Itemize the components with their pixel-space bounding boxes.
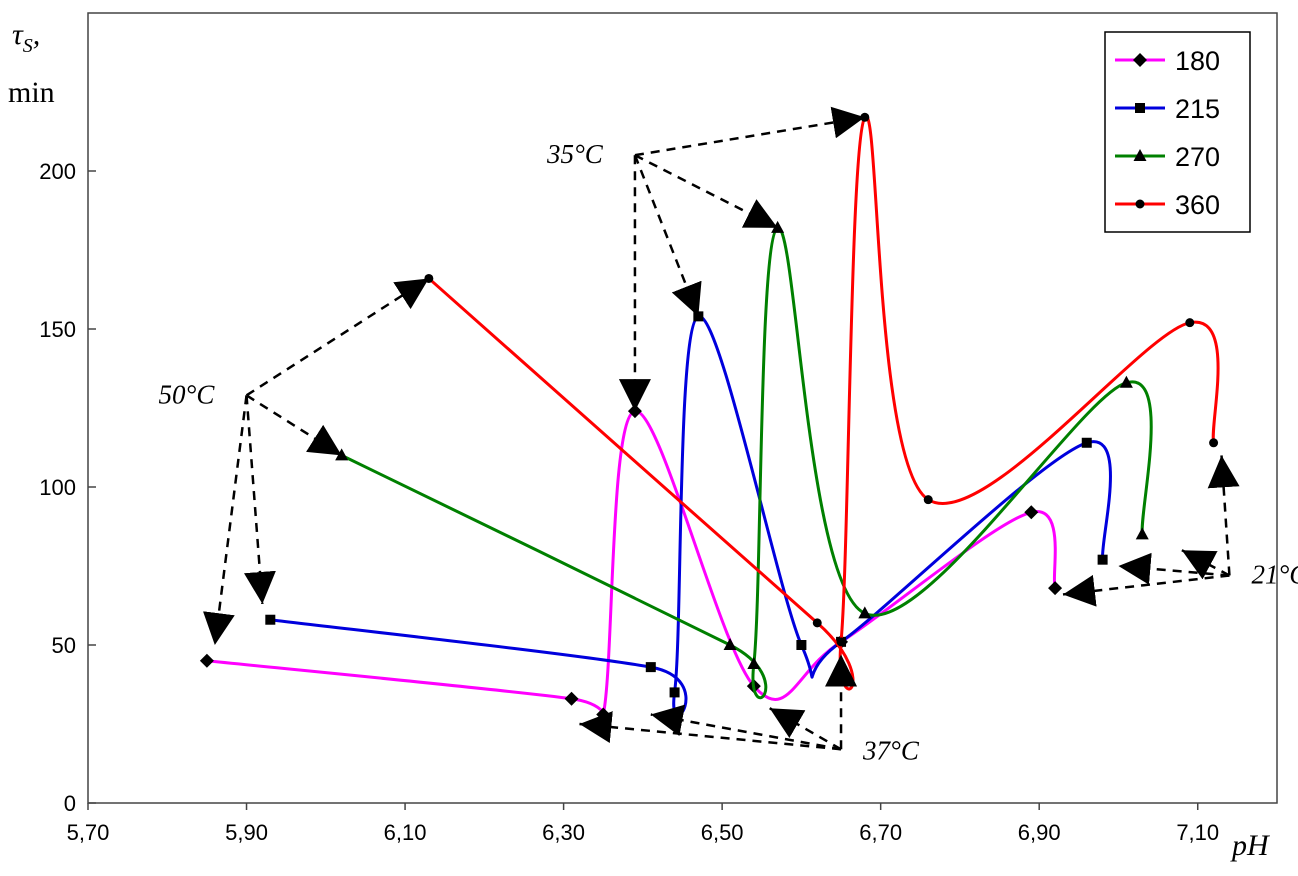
x-tick-label: 6,70 <box>859 820 902 845</box>
x-tick-label: 6,10 <box>384 820 427 845</box>
annotation-arrow <box>1062 574 1230 607</box>
legend-marker <box>1135 103 1145 113</box>
data-point-270 <box>858 606 872 619</box>
annotation-label: 21°C <box>1251 559 1298 589</box>
legend-item-360: 360 <box>1115 190 1220 220</box>
data-point-270 <box>747 656 761 669</box>
data-point-180 <box>199 653 214 668</box>
series-layer <box>199 112 1220 736</box>
y-axis-symbol: τ <box>12 18 24 51</box>
data-point-270 <box>1135 527 1149 540</box>
data-point-270 <box>771 220 785 233</box>
annotation-arrow <box>244 395 276 605</box>
y-axis-label: τS, min <box>8 18 55 109</box>
legend-label: 180 <box>1175 46 1220 76</box>
x-tick-label: 6,50 <box>701 820 744 845</box>
data-point-180 <box>1024 505 1039 520</box>
data-point-360 <box>812 618 822 628</box>
annotations-layer: 35°C 50°C 37°C 21°C <box>159 106 1298 765</box>
data-point-180 <box>1048 581 1063 596</box>
data-point-215 <box>265 614 276 625</box>
legend-label: 215 <box>1175 94 1220 124</box>
x-axis-label: pH <box>1230 829 1271 862</box>
x-tick-label: 6,90 <box>1018 820 1061 845</box>
data-point-215 <box>1097 554 1108 565</box>
legend-marker <box>1133 149 1147 161</box>
y-tick-label: 150 <box>39 317 76 342</box>
annotation-50: 50°C <box>159 277 430 646</box>
data-point-360 <box>923 495 933 505</box>
annotation-arrow <box>245 394 343 457</box>
data-point-215 <box>1081 437 1092 448</box>
annotation-arrow <box>245 277 430 397</box>
series-line-270 <box>340 226 1153 700</box>
annotation-label: 35°C <box>546 139 604 169</box>
annotation-arrow <box>202 395 248 646</box>
data-point-360 <box>1185 318 1195 328</box>
data-point-215 <box>796 640 807 650</box>
x-tick-label: 6,30 <box>542 820 585 845</box>
x-tick-label: 5,70 <box>67 820 110 845</box>
y-tick-label: 50 <box>52 633 76 658</box>
annotation-arrow <box>579 711 842 751</box>
data-point-270 <box>335 448 349 461</box>
annotation-arrow <box>1181 549 1231 580</box>
legend-label: 270 <box>1175 142 1220 172</box>
series-180 <box>199 404 1063 736</box>
y-axis-ticks: 0 50 100 150 200 <box>39 159 96 816</box>
annotation-arrow <box>633 154 702 317</box>
annotation-arrow <box>1207 455 1240 576</box>
data-point-215 <box>669 687 680 698</box>
legend-marker <box>1135 199 1145 209</box>
annotation-arrow <box>634 154 779 229</box>
legend-box <box>1104 31 1251 233</box>
data-point-215 <box>693 311 704 322</box>
series-215 <box>265 311 1112 717</box>
annotation-label: 37°C <box>862 735 920 765</box>
series-270 <box>335 220 1153 700</box>
data-point-360 <box>1209 438 1219 448</box>
x-tick-label: 7,10 <box>1176 820 1219 845</box>
x-tick-label: 5,90 <box>225 820 268 845</box>
legend-item-270: 270 <box>1115 142 1220 172</box>
y-tick-label: 0 <box>64 791 76 816</box>
x-axis-ticks: 5,70 5,90 6,10 6,30 6,50 6,70 6,90 7,10 <box>67 803 1219 845</box>
legend-marker <box>1133 53 1147 67</box>
data-point-360 <box>836 637 846 647</box>
annotation-arrow <box>1118 552 1230 585</box>
annotation-35: 35°C <box>546 106 866 412</box>
legend: 180 215 270 360 <box>1104 31 1251 233</box>
legend-item-180: 180 <box>1115 46 1220 76</box>
legend-label: 360 <box>1175 190 1220 220</box>
data-point-270 <box>1119 375 1133 388</box>
annotation-37: 37°C <box>579 654 920 765</box>
data-point-215 <box>645 662 656 673</box>
y-tick-label: 200 <box>39 159 76 184</box>
svg-text:τS,: τS, <box>12 18 40 57</box>
data-point-180 <box>564 691 579 706</box>
legend-item-215: 215 <box>1115 94 1220 124</box>
y-axis-unit: min <box>8 76 55 109</box>
annotation-arrow <box>634 106 866 157</box>
data-point-270 <box>723 638 737 650</box>
y-axis-subscript: S <box>23 35 33 57</box>
y-tick-label: 100 <box>39 475 76 500</box>
annotation-arrow <box>769 707 842 751</box>
annotation-label: 50°C <box>159 379 216 409</box>
y-axis-comma: , <box>33 18 41 51</box>
annotation-21: 21°C <box>1062 455 1298 607</box>
plot-frame <box>87 12 1278 804</box>
series-line-215 <box>268 314 1112 717</box>
annotation-arrow <box>650 704 842 751</box>
